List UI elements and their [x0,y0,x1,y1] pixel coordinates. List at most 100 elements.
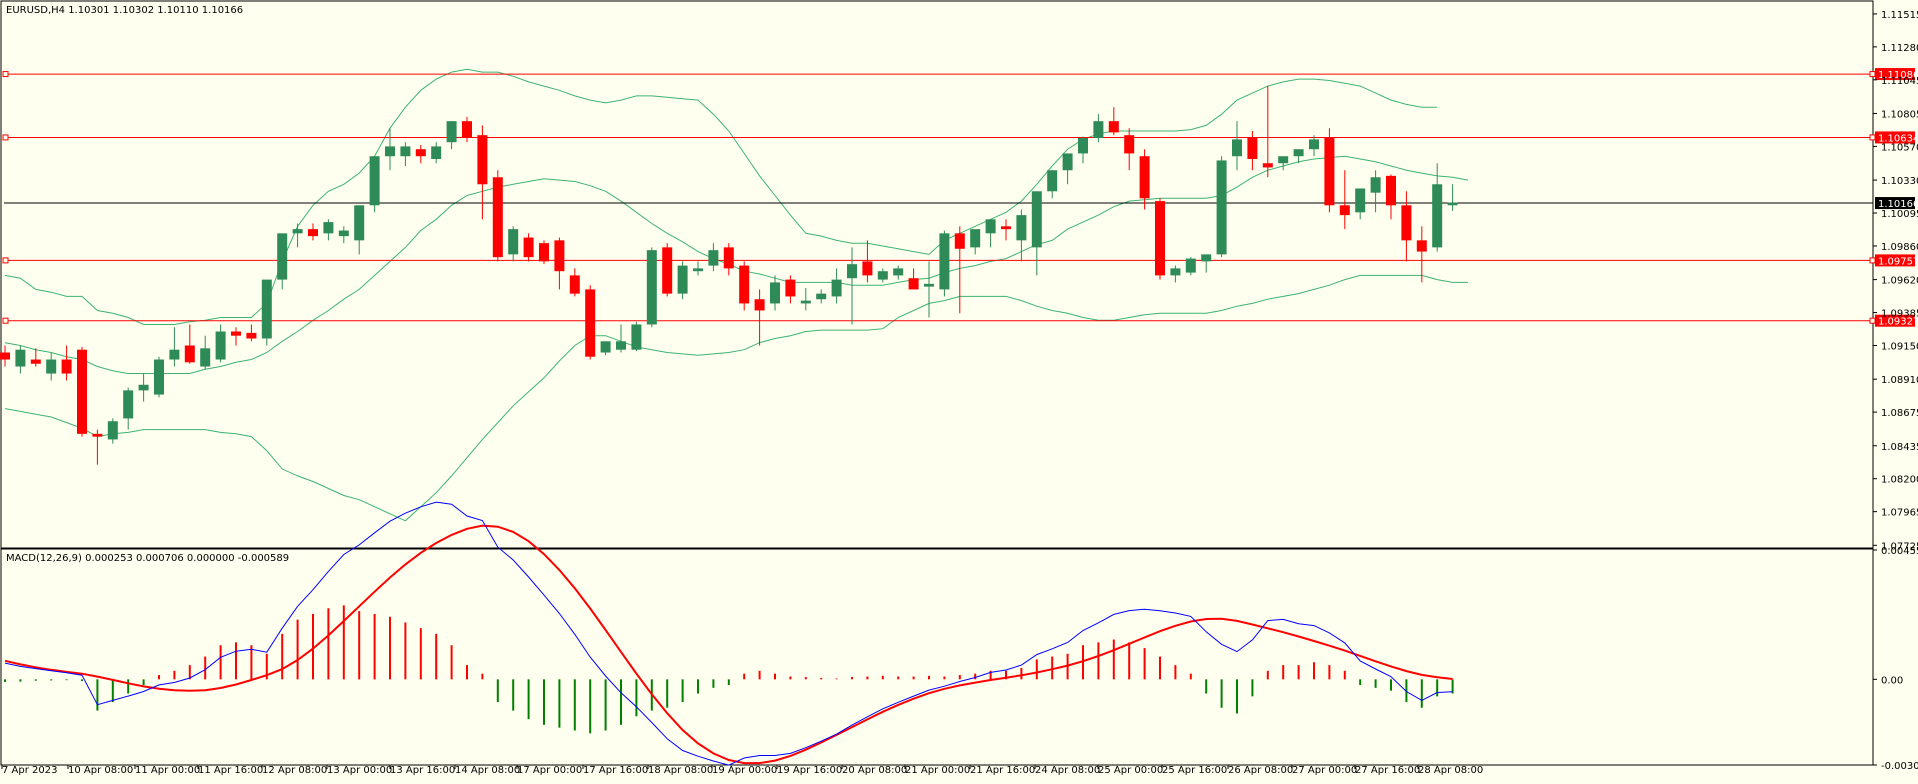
candle-body [1124,135,1135,154]
macd-signal-line [4,524,1453,765]
candle-bear [92,429,103,465]
candle-bull [1201,254,1212,273]
candle-body [277,233,288,280]
candle-bear [30,348,41,367]
time-tick-label: 11 Apr 00:00 [135,765,200,776]
candle-body [123,390,134,419]
time-tick-label: 18 Apr 08:00 [648,765,713,776]
candle-bear [569,268,580,297]
candle-bull [939,230,950,297]
candle-bear [754,289,765,346]
time-tick-label: 20 Apr 08:00 [842,765,907,776]
candle-bear [1324,128,1335,213]
candle-bear [477,125,488,220]
price-tick-label: 1.08435 [1881,442,1918,453]
candle-bull [1185,257,1196,276]
candle-bull [354,205,365,255]
candle-body [492,177,503,258]
candle-body [400,146,411,157]
candle-bear [539,240,549,265]
candle-body [1339,205,1350,216]
macd-tick-label: -0.003014 [1881,761,1918,772]
candle-bull [1031,191,1042,276]
candle-bear [462,116,472,143]
candle-body [1185,258,1196,273]
candle-body [46,359,57,374]
candle-body [1108,121,1119,133]
candle-body [261,279,272,339]
candle-bear [862,240,873,283]
candle-bear [908,268,919,290]
chart-frame [0,0,1874,766]
candle-body [323,222,334,234]
candle-body [585,289,596,357]
time-tick-label: 12 Apr 08:00 [262,765,327,776]
candle-bull [970,229,981,255]
candle-body [816,293,827,300]
candle-body [0,352,10,360]
candle-body [385,146,395,157]
candle-body [215,331,226,360]
candle-bull [107,418,118,444]
candle-bear [77,346,87,437]
hline-label: 1.10634 [1878,133,1918,144]
candle-bull [385,128,395,171]
candle-body [292,229,303,234]
candle-bull [169,327,180,367]
candle-bear [246,324,257,342]
macd-main-line [4,501,1453,766]
candle-body [847,264,857,279]
candle-body [1062,153,1073,171]
candle-bull [877,268,888,283]
candle-bull [693,261,703,276]
candle-body [800,300,811,304]
candle-bull [1078,136,1088,164]
candle-body [708,250,719,266]
candle-body [1093,121,1104,138]
hline-anchor-right [1869,257,1876,264]
candle-bull [1432,163,1443,252]
candle-bull [215,324,226,363]
price-tick-label: 1.11045 [1881,76,1918,87]
candle-body [877,271,888,280]
candle-body [616,341,626,350]
candle-body [1370,177,1381,193]
hline-anchor-left [2,317,9,324]
candle-body [862,261,873,276]
candle-body [431,146,442,160]
candle-bear [1124,128,1135,171]
candle-bull [338,226,349,244]
hline-label: 1.09327 [1878,317,1918,328]
candle-body [508,229,519,255]
candle-bull [893,265,904,280]
candle-body [908,278,919,290]
price-tick-label: 1.10330 [1881,176,1918,187]
candle-body [662,247,673,294]
time-tick-label: 26 Apr 08:00 [1228,765,1293,776]
candle-bull [138,373,149,402]
candle-bull [1232,121,1242,171]
candle-bull [277,233,288,290]
candle-bull [924,261,934,318]
candle-body [154,359,164,395]
candle-bear [415,145,426,164]
candle-body [338,230,349,237]
candle-bear [1155,198,1165,280]
hline-anchor-left [2,134,9,141]
candle-bear [1108,107,1119,136]
hline-anchor-right [1869,71,1876,78]
candle-body [1447,202,1458,206]
candle-body [631,324,642,350]
candles [0,86,1458,465]
time-tick-label: 27 Apr 00:00 [1292,765,1357,776]
candle-body [1401,205,1412,241]
time-tick-label: 27 Apr 16:00 [1355,765,1420,776]
candle-body [462,121,472,138]
price-axis: 1.11515 1.11280 1.11045 1.10805 1.10570 1.103… [1873,10,1918,552]
candle-body [1201,254,1212,262]
candle-bull [1047,170,1058,199]
candle-bull [1309,135,1319,157]
candle-bear [184,324,195,364]
